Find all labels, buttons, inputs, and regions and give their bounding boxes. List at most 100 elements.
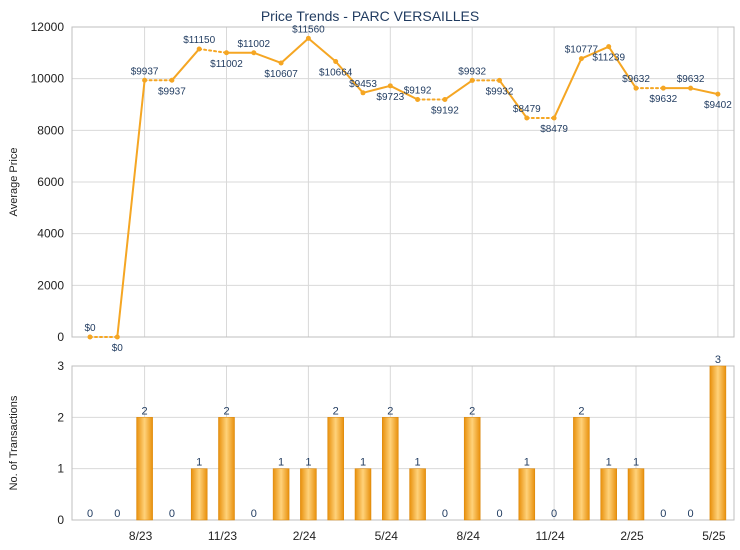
transaction-bar: [190, 468, 208, 521]
price-point: [87, 334, 93, 340]
transaction-data-label: 0: [114, 508, 120, 520]
price-data-label: $9932: [486, 86, 514, 97]
chart-title: Price Trends - PARC VERSAILLES: [261, 8, 479, 24]
transaction-data-label: 0: [688, 508, 694, 520]
transaction-bar: [136, 417, 153, 521]
price-data-label: $9402: [704, 100, 732, 111]
transaction-data-label: 1: [360, 457, 366, 469]
price-line-segment: [198, 47, 228, 54]
transaction-data-labels: 0 0 2 0 1 2 0 1 1 2 1 2 1 0 2 0 1 0 2 1 1 0 0 3: [87, 354, 721, 520]
x-tick-label: 11/23: [208, 529, 237, 543]
price-point: [633, 85, 639, 91]
price-data-label: $10607: [264, 69, 298, 80]
price-point: [469, 77, 475, 83]
price-data-label: $9937: [158, 86, 186, 97]
price-points: [87, 35, 721, 340]
price-point: [551, 115, 557, 121]
transaction-data-label: 3: [715, 354, 721, 366]
price-point: [142, 77, 148, 83]
transactions-y-tick-label: 1: [57, 462, 64, 476]
transaction-data-label: 1: [415, 457, 421, 469]
price-data-label: $10777: [565, 45, 599, 56]
transaction-bar: [354, 468, 372, 521]
price-point: [114, 334, 120, 340]
transaction-bar: [627, 468, 645, 521]
price-data-label: $8479: [513, 104, 541, 115]
transaction-data-label: 0: [496, 508, 502, 520]
transaction-bar: [518, 468, 536, 521]
transaction-data-label: 1: [278, 457, 284, 469]
price-data-label: $11002: [210, 59, 243, 70]
price-line-segment: [443, 79, 474, 101]
price-data-label: $9453: [349, 79, 377, 90]
price-data-label: $0: [84, 323, 96, 334]
transaction-data-label: 0: [660, 508, 666, 520]
transactions-axis-title: No. of Transactions: [8, 395, 20, 490]
price-point: [606, 44, 612, 50]
price-point: [715, 91, 721, 97]
price-point: [442, 97, 448, 103]
price-point: [278, 60, 284, 66]
transaction-bar: [382, 417, 399, 521]
price-point: [497, 77, 502, 83]
price-data-label: $11560: [292, 24, 325, 35]
x-tick-label: 2/24: [293, 529, 317, 543]
price-line: [89, 37, 719, 338]
price-y-tick-label: 6000: [37, 175, 64, 189]
transaction-bar: [218, 417, 235, 521]
x-tick-label: 5/24: [375, 529, 399, 543]
transaction-bar: [300, 468, 317, 521]
price-line-segment: [334, 60, 364, 94]
price-line-segment: [553, 57, 583, 119]
price-data-label: $9932: [458, 66, 486, 77]
price-y-tick-label: 8000: [37, 123, 64, 137]
transaction-data-label: 1: [305, 457, 311, 469]
price-line-segment: [280, 37, 310, 64]
transaction-bar: [463, 417, 481, 521]
price-data-label: $9192: [404, 86, 432, 97]
transaction-data-label: 0: [251, 508, 257, 520]
transaction-bar: [409, 468, 426, 521]
transactions-y-tick-label: 3: [57, 359, 64, 373]
price-point: [224, 50, 229, 56]
x-tick-label: 8/24: [457, 529, 481, 543]
price-y-tick-label: 12000: [31, 20, 65, 34]
price-line-segment: [170, 47, 201, 82]
transaction-data-label: 2: [223, 405, 229, 417]
price-data-label: $9192: [431, 106, 459, 117]
price-data-label: $10664: [319, 68, 353, 79]
price-axis-title: Average Price: [8, 148, 20, 217]
price-data-label: $0: [112, 343, 124, 354]
price-point: [524, 115, 530, 121]
transaction-data-label: 1: [524, 457, 530, 469]
price-point: [688, 85, 694, 91]
price-line-segment: [307, 37, 337, 63]
price-plot-frame: [71, 26, 735, 338]
price-point: [333, 59, 339, 65]
price-line-segment: [116, 79, 146, 338]
transaction-data-label: 1: [606, 457, 612, 469]
price-data-label: $9937: [131, 66, 159, 77]
transaction-data-label: 2: [387, 405, 393, 417]
price-point: [196, 46, 202, 52]
transaction-data-label: 0: [551, 508, 557, 520]
price-line-segment: [580, 45, 610, 60]
x-tick-label: 2/25: [620, 529, 644, 543]
transaction-bar: [573, 417, 590, 521]
transactions-plot-frame: [71, 365, 735, 521]
transaction-data-label: 1: [196, 457, 202, 469]
price-data-label: $11150: [183, 35, 215, 46]
price-point: [305, 35, 311, 41]
price-point: [415, 97, 421, 103]
transaction-data-label: 2: [333, 405, 339, 417]
price-data-label: $9632: [649, 94, 677, 105]
price-y-tick-label: 0: [57, 330, 64, 344]
transaction-bar: [709, 365, 727, 521]
price-line-segment: [389, 84, 419, 101]
price-point: [578, 56, 584, 62]
price-line-segment: [252, 51, 283, 64]
price-point: [660, 85, 666, 91]
transactions-y-tick-label: 0: [57, 513, 64, 527]
